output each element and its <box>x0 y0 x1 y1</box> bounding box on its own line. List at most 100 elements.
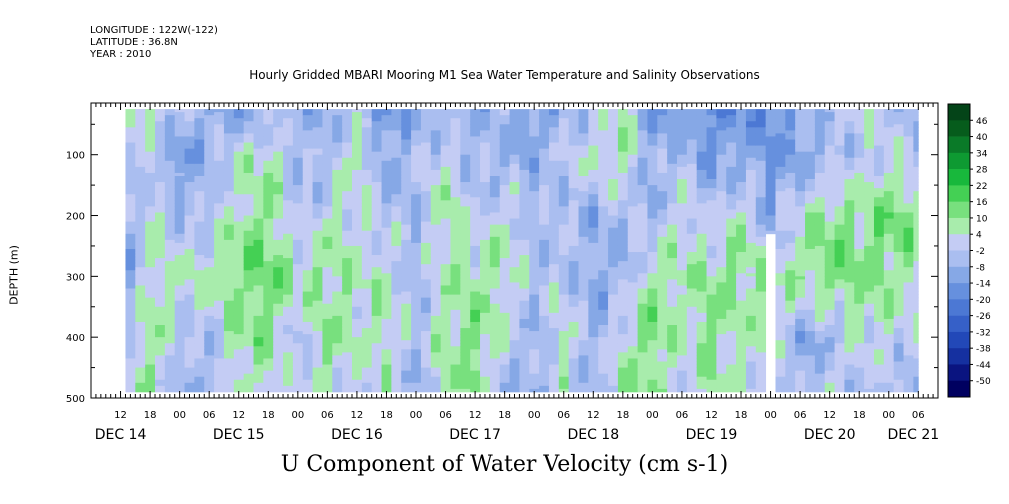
heatmap-cell <box>194 349 205 353</box>
heatmap-cell <box>617 270 629 274</box>
heatmap-cell <box>155 294 166 299</box>
heatmap-cell <box>509 227 520 232</box>
heatmap-cell <box>342 200 353 204</box>
heatmap-cell <box>263 282 274 286</box>
heatmap-cell <box>243 163 254 168</box>
heatmap-cell <box>391 352 402 356</box>
heatmap-cell <box>598 340 609 344</box>
heatmap-cell <box>499 321 510 326</box>
heatmap-cell <box>371 248 382 253</box>
heatmap-cell <box>253 169 264 174</box>
heatmap-cell <box>342 273 353 277</box>
heatmap-cell <box>411 245 422 250</box>
heatmap-cell <box>588 118 599 122</box>
heatmap-cell <box>332 139 343 143</box>
heatmap-cell <box>411 358 422 362</box>
heatmap-cell <box>292 245 304 250</box>
heatmap-cell <box>273 203 284 207</box>
heatmap-cell <box>214 358 225 362</box>
heatmap-cell <box>194 236 205 241</box>
heatmap-cell <box>302 124 313 128</box>
heatmap-cell <box>302 145 313 150</box>
heatmap-cell <box>322 239 333 244</box>
heatmap-cell <box>489 315 501 320</box>
heatmap-cell <box>283 325 294 329</box>
heatmap-cell <box>450 200 461 204</box>
heatmap-cell <box>598 218 609 223</box>
heatmap-cell <box>351 364 363 368</box>
heatmap-cell <box>489 209 501 213</box>
heatmap-cell <box>588 315 599 320</box>
heatmap-cell <box>460 282 471 286</box>
heatmap-cell <box>588 182 599 186</box>
heatmap-cell <box>558 188 570 192</box>
heatmap-cell <box>194 337 205 341</box>
heatmap-cell <box>125 209 136 213</box>
heatmap-cell <box>273 340 284 344</box>
heatmap-cell <box>302 182 313 186</box>
heatmap-cell <box>440 349 451 353</box>
heatmap-cell <box>223 200 235 204</box>
heatmap-cell <box>440 364 451 368</box>
heatmap-cell <box>342 355 353 359</box>
heatmap-cell <box>342 267 353 271</box>
heatmap-cell <box>558 376 570 381</box>
heatmap-cell <box>617 172 629 177</box>
heatmap-cell <box>499 163 510 168</box>
heatmap-cell <box>351 288 363 292</box>
heatmap-cell <box>539 124 550 128</box>
heatmap-cell <box>470 142 481 146</box>
heatmap-cell <box>292 346 304 350</box>
heatmap-cell <box>371 245 382 250</box>
heatmap-cell <box>617 321 629 326</box>
heatmap-cell <box>450 163 461 168</box>
heatmap-cell <box>430 288 442 292</box>
heatmap-cell <box>253 328 264 332</box>
heatmap-cell <box>361 112 373 116</box>
heatmap-cell <box>637 230 648 235</box>
heatmap-cell <box>283 203 294 207</box>
heatmap-cell <box>608 191 619 195</box>
heatmap-cell <box>499 133 510 137</box>
heatmap-cell <box>184 139 195 143</box>
heatmap-cell <box>647 188 658 192</box>
heatmap-cell <box>578 212 589 216</box>
heatmap-cell <box>627 224 639 229</box>
heatmap-cell <box>480 388 491 393</box>
heatmap-cell <box>164 258 176 262</box>
heatmap-cell <box>283 334 294 338</box>
heatmap-cell <box>351 109 363 113</box>
heatmap-cell <box>194 242 205 247</box>
heatmap-cell <box>539 337 550 341</box>
heatmap-cell <box>578 282 589 286</box>
heatmap-cell <box>312 118 323 122</box>
heatmap-cell <box>647 236 658 241</box>
heatmap-cell <box>519 175 530 180</box>
heatmap-cell <box>243 221 254 226</box>
heatmap-cell <box>430 188 442 192</box>
heatmap-cell <box>499 157 510 162</box>
heatmap-cell <box>145 121 156 125</box>
heatmap-cell <box>312 157 323 162</box>
heatmap-cell <box>381 382 392 387</box>
heatmap-cell <box>214 379 225 384</box>
heatmap-cell <box>588 166 599 171</box>
heatmap-cell <box>617 358 629 362</box>
heatmap-cell <box>420 349 432 353</box>
heatmap-cell <box>470 185 481 189</box>
heatmap-cell <box>440 203 451 207</box>
heatmap-cell <box>204 124 215 128</box>
heatmap-cell <box>204 288 215 292</box>
heatmap-cell <box>233 294 245 299</box>
heatmap-cell <box>302 136 313 140</box>
heatmap-cell <box>263 352 274 356</box>
heatmap-cell <box>598 224 609 229</box>
heatmap-cell <box>194 325 205 329</box>
heatmap-cell <box>332 227 343 232</box>
heatmap-cell <box>243 328 254 332</box>
heatmap-cell <box>233 261 245 265</box>
heatmap-cell <box>125 264 136 268</box>
heatmap-cell <box>204 318 215 323</box>
heatmap-cell <box>460 121 471 125</box>
heatmap-cell <box>292 255 304 259</box>
